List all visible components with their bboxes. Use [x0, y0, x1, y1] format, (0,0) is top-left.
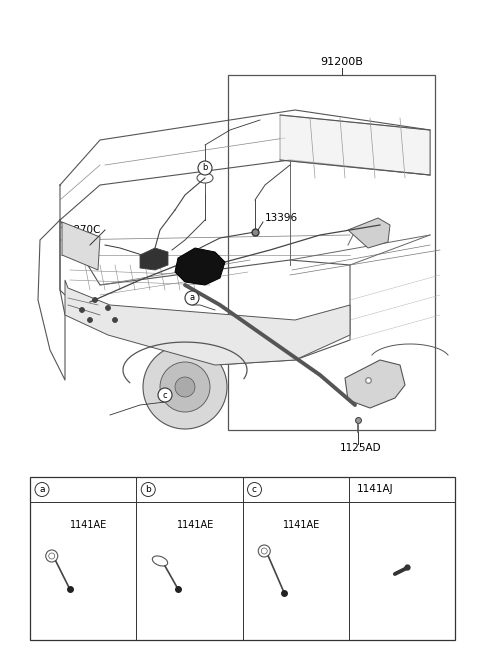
Text: 1125AD: 1125AD: [340, 443, 382, 453]
Polygon shape: [348, 218, 390, 248]
Polygon shape: [280, 115, 430, 175]
Circle shape: [160, 362, 210, 412]
Polygon shape: [345, 360, 405, 408]
Text: b: b: [145, 485, 151, 494]
Circle shape: [106, 305, 110, 310]
Bar: [228, 75, 435, 430]
Circle shape: [35, 483, 49, 496]
Circle shape: [87, 318, 93, 322]
Text: 1141AJ: 1141AJ: [357, 485, 394, 495]
Text: b: b: [202, 164, 208, 172]
Text: c: c: [252, 485, 257, 494]
Polygon shape: [65, 280, 350, 365]
Text: 1141AE: 1141AE: [177, 520, 214, 530]
Text: 1141AE: 1141AE: [283, 520, 320, 530]
Polygon shape: [140, 248, 168, 270]
Circle shape: [141, 483, 155, 496]
Circle shape: [175, 377, 195, 397]
Circle shape: [112, 318, 118, 322]
Text: c: c: [163, 390, 168, 400]
Text: 91870C: 91870C: [60, 225, 100, 235]
Text: 1141AE: 1141AE: [71, 520, 108, 530]
Circle shape: [80, 307, 84, 312]
Circle shape: [198, 161, 212, 175]
Circle shape: [185, 291, 199, 305]
Circle shape: [143, 345, 227, 429]
Text: a: a: [39, 485, 45, 494]
Polygon shape: [175, 248, 225, 285]
Text: 13396: 13396: [265, 213, 298, 223]
Circle shape: [158, 388, 172, 402]
Circle shape: [93, 297, 97, 303]
Text: a: a: [190, 293, 194, 303]
Circle shape: [248, 483, 262, 496]
Bar: [30, 477, 455, 640]
Polygon shape: [62, 222, 100, 270]
Text: 91200B: 91200B: [320, 57, 363, 67]
